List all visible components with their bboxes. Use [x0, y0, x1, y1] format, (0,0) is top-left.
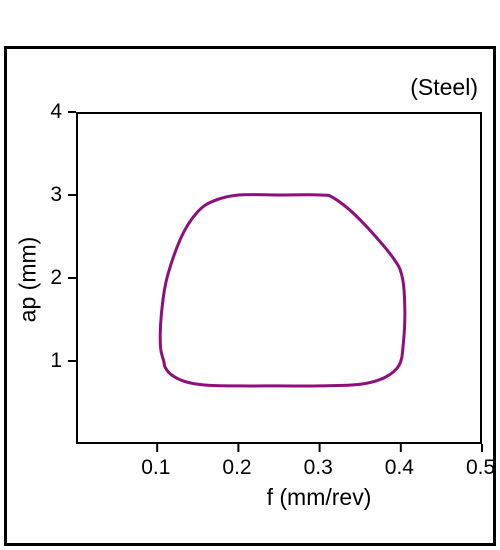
x-tick-label: 0.3 [304, 456, 333, 480]
region-curve [160, 195, 405, 386]
chart-title: (Steel) [410, 74, 478, 101]
y-tick-label: 4 [50, 100, 62, 124]
y-tick-label: 3 [50, 183, 62, 207]
x-tick-label: 0.4 [385, 456, 414, 480]
y-axis-label: ap (mm) [15, 230, 42, 330]
x-tick-label: 0.1 [141, 456, 170, 480]
x-tick-label: 0.2 [222, 456, 251, 480]
x-axis-label: f (mm/rev) [219, 484, 419, 511]
y-tick-label: 2 [50, 266, 62, 290]
y-tick-label: 1 [50, 349, 62, 373]
x-tick-label: 0.5 [466, 456, 495, 480]
